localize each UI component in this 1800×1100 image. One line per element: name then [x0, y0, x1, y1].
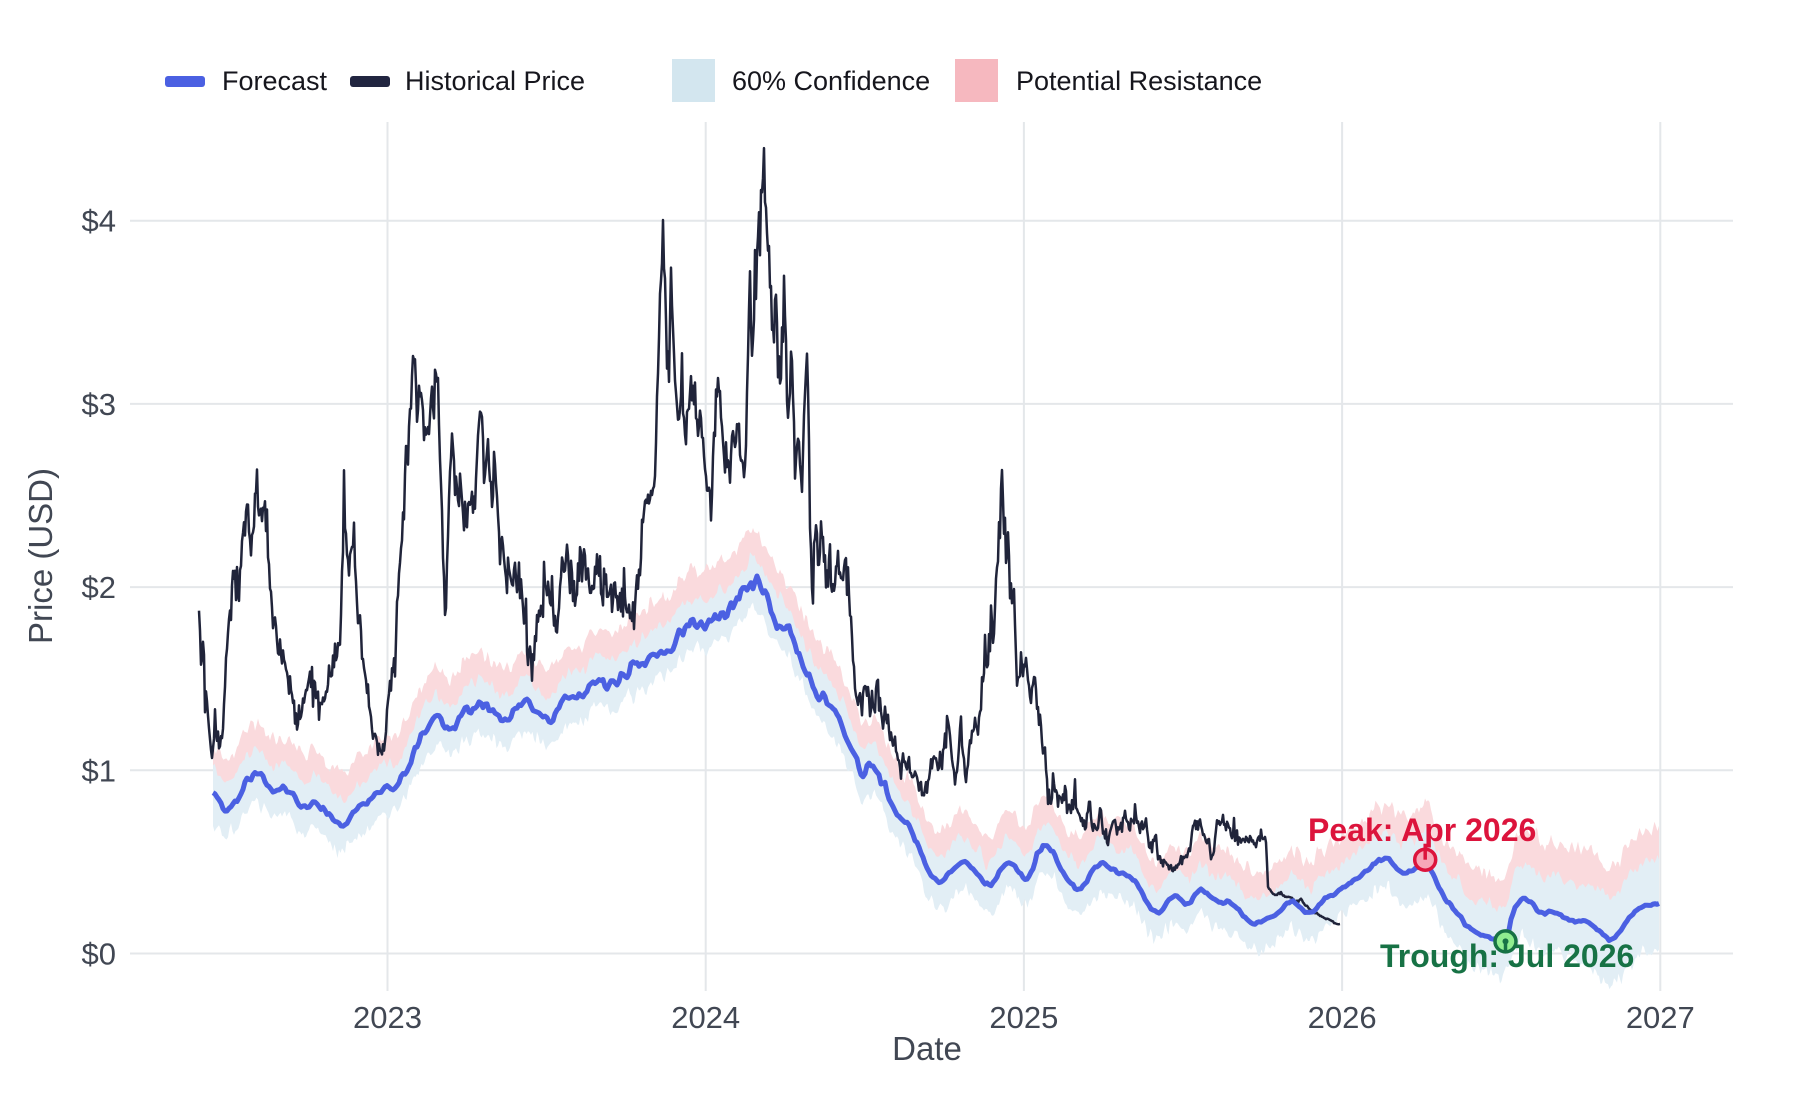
svg-text:2026: 2026	[1308, 1000, 1377, 1035]
svg-text:2024: 2024	[671, 1000, 740, 1035]
svg-text:Historical Price: Historical Price	[405, 66, 585, 96]
svg-text:Price (USD): Price (USD)	[22, 468, 59, 644]
svg-text:60% Confidence: 60% Confidence	[732, 66, 930, 96]
svg-text:Forecast: Forecast	[222, 66, 328, 96]
svg-text:2025: 2025	[989, 1000, 1058, 1035]
svg-text:$2: $2	[82, 570, 116, 605]
svg-text:$3: $3	[82, 387, 116, 422]
svg-text:2023: 2023	[353, 1000, 422, 1035]
svg-text:Peak: Apr 2026: Peak: Apr 2026	[1308, 812, 1536, 848]
svg-text:$4: $4	[82, 204, 116, 239]
svg-text:Date: Date	[892, 1030, 962, 1067]
svg-text:Potential Resistance: Potential Resistance	[1016, 66, 1262, 96]
svg-text:$0: $0	[82, 937, 116, 972]
svg-text:$1: $1	[82, 753, 116, 788]
svg-text:Trough: Jul 2026: Trough: Jul 2026	[1380, 938, 1634, 974]
svg-text:2027: 2027	[1626, 1000, 1695, 1035]
